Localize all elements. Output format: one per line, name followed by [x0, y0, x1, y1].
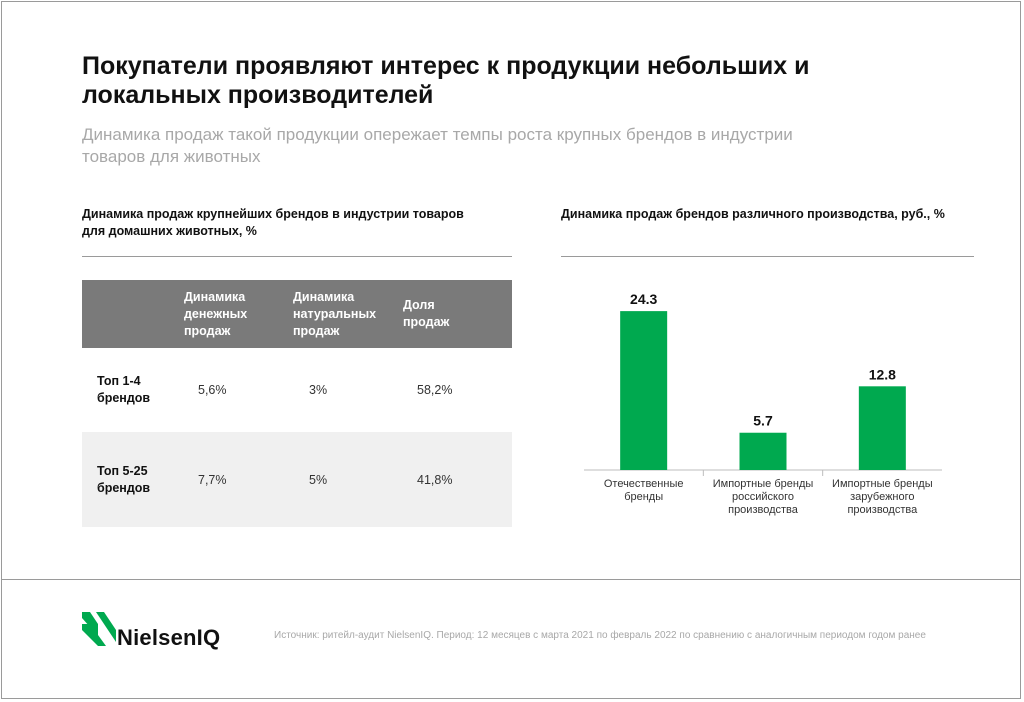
brands-table: Динамика денежных продаж Динамика натура…: [82, 280, 512, 527]
page-title: Покупатели проявляют интерес к продукции…: [82, 52, 810, 109]
table-row-label: Топ 5-25 брендов: [97, 464, 151, 495]
table-panel-divider: [82, 256, 512, 257]
table-header-row: Динамика денежных продаж Динамика натура…: [82, 280, 512, 348]
footer-divider: [1, 579, 1021, 580]
category-label: Отечественные бренды: [604, 478, 684, 503]
table-cell-share: 41,8%: [417, 473, 453, 487]
table-cell-volume: 3%: [309, 383, 328, 397]
table-panel-title: Динамика продаж крупнейших брендов в инд…: [82, 207, 464, 238]
bar: [739, 432, 787, 470]
table-cell-volume: 5%: [309, 473, 328, 487]
table-cell-share: 58,2%: [417, 383, 453, 397]
table-row: Топ 5-25 брендов 7,7% 5% 41,8%: [82, 432, 512, 527]
category-label: Импортные бренды российского производства: [713, 478, 814, 516]
table-header-volume-dynamics: Динамика натуральных продаж: [293, 290, 377, 338]
table-header-money-dynamics: Динамика денежных продаж: [184, 290, 248, 338]
table-row: Топ 1-4 брендов 5,6% 3% 58,2%: [82, 348, 512, 432]
table-cell-money: 7,7%: [198, 473, 227, 487]
bar: [620, 311, 668, 470]
page-subtitle: Динамика продаж такой продукции опережае…: [82, 125, 793, 166]
nielseniq-logo-icon: [82, 612, 116, 646]
table-header-sales-share: Доля продаж: [403, 298, 450, 329]
bar-value-label: 24.3: [630, 291, 657, 307]
bar: [858, 386, 906, 470]
category-label: Импортные бренды зарубежного производства: [832, 478, 933, 516]
nielseniq-logo-text: NielsenIQ: [117, 625, 221, 650]
source-note: Источник: ритейл-аудит NielsenIQ. Период…: [274, 630, 926, 641]
bar-value-label: 5.7: [753, 413, 773, 429]
table-cell-money: 5,6%: [198, 383, 227, 397]
bar-value-label: 12.8: [869, 366, 896, 382]
table-row-label: Топ 1-4 брендов: [97, 374, 151, 405]
chart-panel-title: Динамика продаж брендов различного произ…: [561, 207, 945, 221]
chart-panel-divider: [561, 256, 974, 257]
